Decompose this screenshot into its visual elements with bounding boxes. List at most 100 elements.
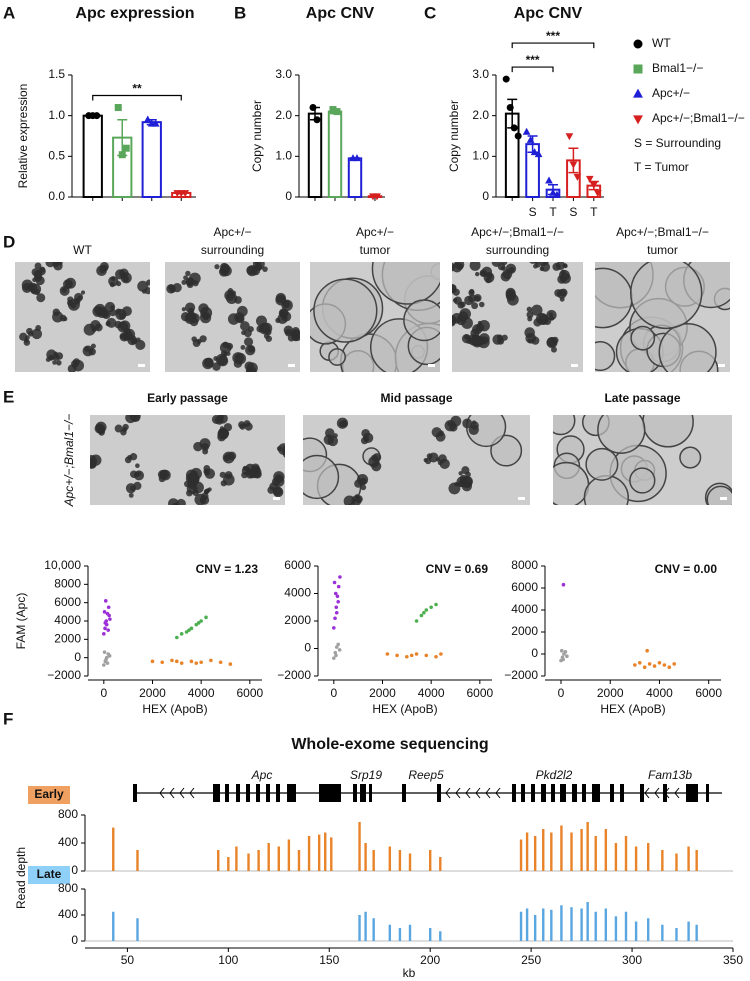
droplet (337, 648, 342, 652)
organoid-blob (454, 262, 465, 270)
x-tick-label: 250 (521, 953, 541, 967)
data-point (565, 133, 574, 141)
data-point (373, 193, 381, 201)
droplet (333, 616, 337, 621)
coverage-bar (542, 908, 545, 941)
coverage-bar (580, 908, 583, 941)
x-tick-label: 0 (330, 686, 337, 700)
coverage-bar (428, 850, 432, 871)
organoid-blob (247, 326, 254, 333)
cyst (303, 454, 340, 500)
organoid-blob (470, 335, 481, 346)
droplet (334, 605, 339, 610)
cyst (630, 325, 656, 351)
droplet (434, 602, 438, 607)
x-tick-label: 350 (723, 953, 743, 967)
exon (521, 784, 525, 802)
exon (353, 784, 357, 802)
coverage-bar (594, 911, 597, 941)
droplet (103, 621, 108, 625)
chart-title: Late passage (604, 391, 680, 405)
y-tick-label: 4000 (511, 602, 538, 616)
coverage-bar (550, 832, 553, 871)
panel-label: A (3, 3, 15, 22)
droplet (422, 610, 426, 615)
organoid-blob (497, 337, 505, 345)
coverage-bar (687, 921, 690, 941)
organoid-blob (125, 483, 137, 494)
organoid-blob (323, 434, 334, 445)
data-point (633, 39, 643, 49)
droplet (559, 648, 564, 653)
organoid-blob (275, 292, 287, 304)
y-tick-label: 6000 (511, 580, 538, 594)
organoid-blob (485, 277, 492, 284)
data-point (118, 151, 126, 159)
legend-note: S = Surrounding (634, 136, 721, 150)
chart-title: Whole-exome sequencing (291, 736, 488, 753)
organoid-blob (368, 456, 380, 468)
y-axis-label: Relative expression (16, 84, 30, 189)
micrograph (15, 262, 150, 372)
data-point (181, 190, 190, 198)
x-tick-label: S (569, 205, 577, 219)
data-point (514, 132, 522, 140)
x-tick-label: 50 (121, 953, 135, 967)
droplet (335, 594, 340, 599)
organoid-blob (452, 298, 458, 303)
y-tick-label: 3.0 (275, 67, 292, 81)
organoid-blob (181, 279, 187, 285)
coverage-bar (388, 846, 392, 871)
organoid-blob (104, 301, 116, 313)
coverage-bar (634, 846, 638, 871)
data-point (93, 112, 101, 120)
droplet (196, 621, 201, 625)
data-point (333, 108, 341, 116)
track-label-box (28, 866, 70, 884)
organoid-blob (110, 276, 116, 281)
organoid-blob (121, 426, 128, 433)
data-point (553, 190, 561, 198)
organoid-blob (222, 473, 235, 486)
organoid-blob (220, 262, 229, 272)
coverage-bar (695, 850, 698, 871)
y-tick-label: 2000 (284, 613, 311, 627)
x-axis-label: HEX (ApoB) (600, 702, 665, 716)
strand-arrow (445, 787, 451, 799)
track-label: Late (37, 867, 62, 881)
cyst (585, 447, 619, 481)
gene-name: Fam13b (648, 768, 692, 782)
organoid-blob (219, 426, 224, 431)
organoid-blob (83, 323, 96, 336)
coverage-bar (330, 837, 333, 871)
organoid-blob (207, 487, 212, 492)
exon (236, 784, 240, 802)
droplet (633, 663, 637, 667)
organoid-blob (534, 262, 539, 265)
droplet (189, 659, 194, 664)
organoid-blob (192, 489, 199, 497)
organoid-blob (500, 265, 506, 271)
organoid-blob (224, 453, 231, 460)
cyst (490, 434, 523, 467)
coverage-bar (624, 911, 628, 941)
organoid-blob (120, 272, 132, 284)
organoid-blob (267, 486, 275, 494)
organoid-blob (116, 281, 122, 287)
organoid-blob (245, 368, 251, 372)
organoid-blob (543, 317, 552, 326)
legend-label: WT (652, 36, 671, 50)
x-tick-label: 200 (420, 953, 440, 967)
organoid-blob (462, 418, 473, 429)
coverage-bar (257, 850, 260, 871)
exon (620, 784, 624, 802)
strand-arrow (169, 787, 175, 799)
droplet (405, 654, 409, 659)
droplet (385, 652, 390, 656)
organoid-blob (95, 421, 107, 433)
organoid-blob (213, 356, 219, 361)
organoid-blob (461, 317, 473, 329)
bar (347, 157, 363, 199)
organoid-blob (563, 263, 568, 269)
x-tick-label: 300 (622, 953, 642, 967)
